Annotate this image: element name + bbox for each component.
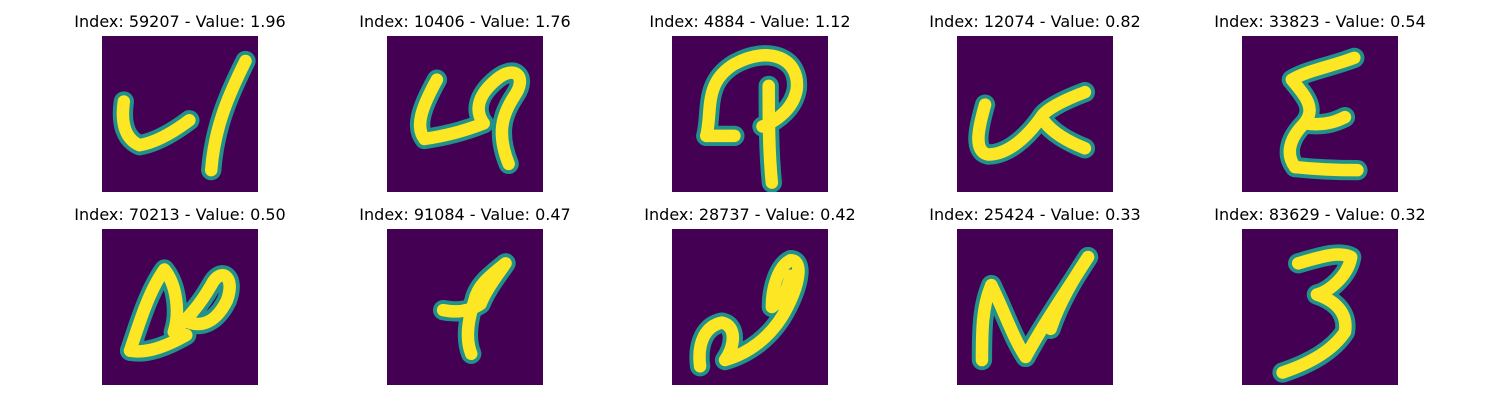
- stroke-core: [700, 49, 804, 143]
- image-panel: Index: 83629 - Value: 0.32: [1210, 205, 1430, 395]
- image-panel: Index: 33823 - Value: 0.54: [1210, 12, 1430, 202]
- stroke-core: [413, 66, 527, 171]
- digit-image: [102, 229, 258, 385]
- stroke-core: [972, 98, 1048, 161]
- image-panel: Index: 59207 - Value: 1.96: [70, 12, 290, 202]
- stroke-core: [1035, 85, 1092, 155]
- stroke-core: [116, 95, 196, 152]
- stroke-core: [1044, 250, 1095, 336]
- panel-title: Index: 28737 - Value: 0.42: [644, 205, 856, 224]
- image-panel: Index: 10406 - Value: 1.76: [355, 12, 575, 202]
- digit-image: [957, 36, 1113, 192]
- panel-title: Index: 33823 - Value: 0.54: [1214, 12, 1426, 31]
- stroke-core: [762, 79, 779, 189]
- panel-title: Index: 12074 - Value: 0.82: [929, 12, 1141, 31]
- digit-image: [102, 36, 258, 192]
- image-panel: Index: 28737 - Value: 0.42: [640, 205, 860, 395]
- panel-title: Index: 70213 - Value: 0.50: [74, 205, 286, 224]
- image-background: [387, 36, 543, 192]
- digit-image: [387, 36, 543, 192]
- stroke-core: [436, 257, 512, 361]
- panel-title: Index: 59207 - Value: 1.96: [74, 12, 286, 31]
- digit-image: [957, 229, 1113, 385]
- digit-image: [672, 36, 828, 192]
- image-panel: Index: 12074 - Value: 0.82: [925, 12, 1145, 202]
- digit-image: [672, 229, 828, 385]
- image-panel: Index: 4884 - Value: 1.12: [640, 12, 860, 202]
- panel-title: Index: 83629 - Value: 0.32: [1214, 205, 1426, 224]
- stroke-core: [1276, 248, 1358, 379]
- image-panel: Index: 25424 - Value: 0.33: [925, 205, 1145, 395]
- panel-title: Index: 25424 - Value: 0.33: [929, 205, 1141, 224]
- stroke-core: [1288, 160, 1364, 177]
- digit-image: [1242, 229, 1398, 385]
- digit-image: [387, 229, 543, 385]
- digit-image: [1242, 36, 1398, 192]
- image-panel: Index: 91084 - Value: 0.47: [355, 205, 575, 395]
- panel-title: Index: 4884 - Value: 1.12: [649, 12, 851, 31]
- stroke-core: [123, 263, 236, 357]
- panel-title: Index: 91084 - Value: 0.47: [359, 205, 571, 224]
- image-panel: Index: 70213 - Value: 0.50: [70, 205, 290, 395]
- stroke-core: [204, 54, 252, 177]
- stroke-core: [693, 253, 805, 373]
- panel-title: Index: 10406 - Value: 1.76: [359, 12, 571, 31]
- stroke-core: [123, 328, 193, 358]
